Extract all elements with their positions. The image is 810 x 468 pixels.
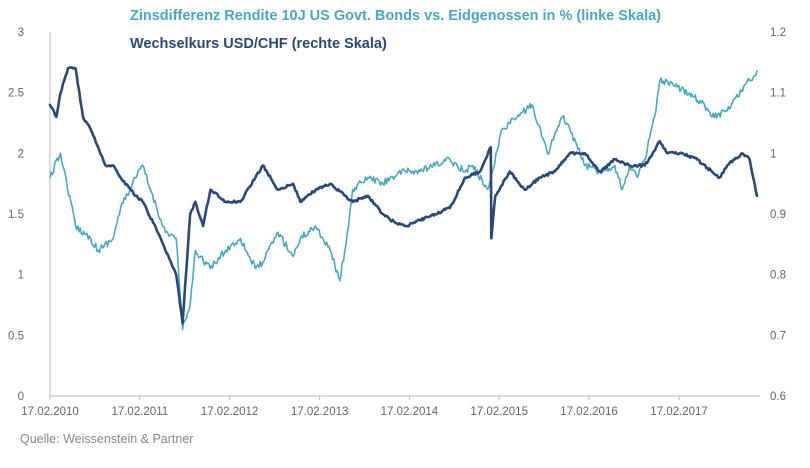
series-layer bbox=[48, 66, 759, 331]
left-tick-label: 1 bbox=[18, 270, 24, 282]
left-tick-label: 2.5 bbox=[8, 88, 24, 100]
right-tick-label: 1.2 bbox=[770, 27, 786, 39]
left-tick-label: 0.5 bbox=[8, 330, 24, 342]
x-tick-label: 17.02.2010 bbox=[21, 406, 79, 418]
left-tick-label: 3 bbox=[18, 27, 24, 39]
series-line-yield-spread bbox=[49, 70, 758, 331]
series-line-usd-chf bbox=[48, 66, 759, 325]
x-tick-label: 17.02.2013 bbox=[291, 406, 349, 418]
legend-item-yield-spread: Zinsdifferenz Rendite 10J US Govt. Bonds… bbox=[130, 8, 661, 24]
legend-item-usd-chf: Wechselkurs USD/CHF (rechte Skala) bbox=[130, 36, 387, 52]
source-note: Quelle: Weissenstein & Partner bbox=[20, 432, 194, 446]
left-tick-label: 0 bbox=[18, 391, 24, 403]
right-tick-label: 0.8 bbox=[770, 270, 786, 282]
left-tick-label: 2 bbox=[18, 148, 24, 160]
x-tick-label: 17.02.2014 bbox=[381, 406, 439, 418]
legend: Zinsdifferenz Rendite 10J US Govt. Bonds… bbox=[130, 8, 661, 52]
left-tick-label: 1.5 bbox=[8, 209, 24, 221]
right-tick-label: 0.7 bbox=[770, 330, 786, 342]
right-tick-label: 1 bbox=[770, 148, 776, 160]
x-tick-label: 17.02.2012 bbox=[201, 406, 259, 418]
x-tick-label: 17.02.2017 bbox=[650, 406, 708, 418]
right-tick-label: 1.1 bbox=[770, 88, 786, 100]
right-tick-label: 0.9 bbox=[770, 209, 786, 221]
x-axis: 17.02.2010 17.02.2011 17.02.2012 17.02.2013… bbox=[21, 395, 760, 418]
x-tick-label: 17.02.2011 bbox=[111, 406, 168, 418]
left-y-axis: 0 0.5 1 1.5 2 2.5 3 bbox=[8, 27, 51, 403]
right-y-axis: 0.6 0.7 0.8 0.9 1 1.1 1.2 bbox=[770, 27, 786, 403]
x-tick-label: 17.02.2016 bbox=[560, 406, 618, 418]
right-tick-label: 0.6 bbox=[770, 391, 786, 403]
x-tick-label: 17.02.2015 bbox=[470, 406, 528, 418]
